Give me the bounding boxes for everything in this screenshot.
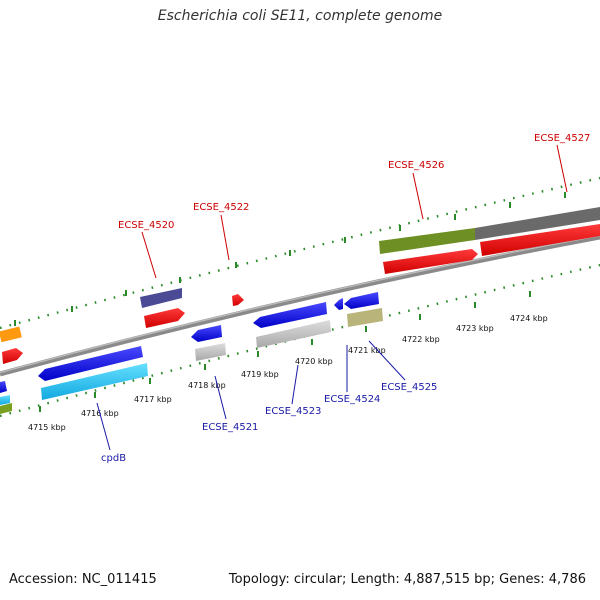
inner-tick-row <box>0 263 600 418</box>
accession-text: Accession: NC_011415 <box>9 572 157 587</box>
kbp-label: 4718 kbp <box>188 381 226 390</box>
topology-text: Topology: circular; Length: 4,887,515 bp… <box>228 572 586 587</box>
gene-label-ecse-4522: ECSE_4522 <box>193 202 249 213</box>
kbp-label: 4719 kbp <box>241 370 279 379</box>
kbp-label: 4723 kbp <box>456 324 494 333</box>
kbp-label: 4717 kbp <box>134 395 172 404</box>
gene-label-ecse-4527: ECSE_4527 <box>534 133 590 144</box>
gene-label-ecse-4525: ECSE_4525 <box>381 382 437 393</box>
gene-label-ecse-4520: ECSE_4520 <box>118 220 174 231</box>
kbp-label: 4724 kbp <box>510 314 548 323</box>
kbp-label: 4715 kbp <box>28 423 66 432</box>
major-ticks <box>14 192 566 412</box>
gene-label-cpdb: cpdB <box>101 453 126 464</box>
genome-backbone <box>0 234 600 377</box>
forward-gene-labels: ECSE_4520 ECSE_4522 ECSE_4526 ECSE_4527 <box>118 133 590 279</box>
gene-label-ecse-4521: ECSE_4521 <box>202 422 258 433</box>
reverse-gene-features <box>0 292 383 414</box>
gene-label-ecse-4523: ECSE_4523 <box>265 406 321 417</box>
kbp-label: 4722 kbp <box>402 335 440 344</box>
gene-label-ecse-4524: ECSE_4524 <box>324 394 380 405</box>
reverse-gene-labels: cpdB ECSE_4521 ECSE_4523 ECSE_4524 ECSE_… <box>96 340 437 464</box>
gene-label-ecse-4526: ECSE_4526 <box>388 160 444 171</box>
genome-title: Escherichia coli SE11, complete genome <box>157 8 443 24</box>
forward-gene-features <box>0 207 600 364</box>
genome-backbone-highlight <box>0 234 600 374</box>
kbp-label: 4721 kbp <box>348 346 386 355</box>
kbp-label: 4720 kbp <box>295 357 333 366</box>
